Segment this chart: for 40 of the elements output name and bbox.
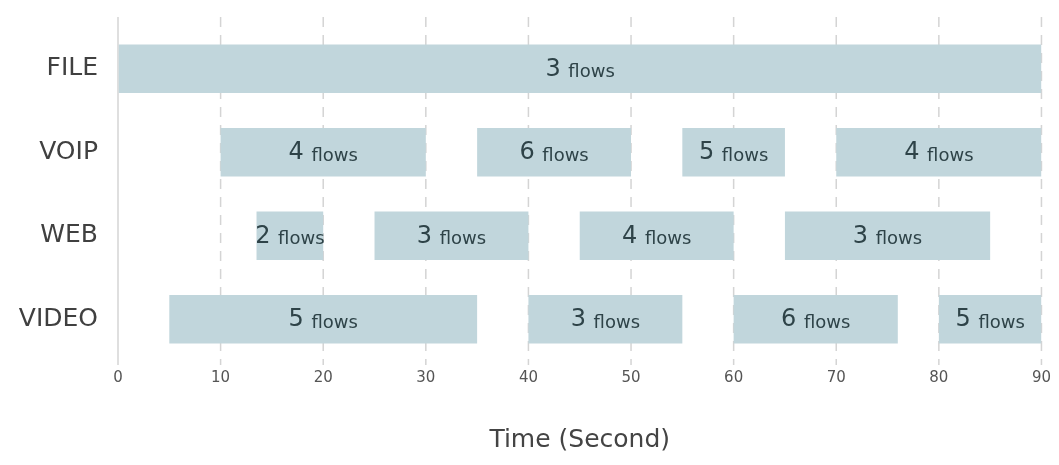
annotation: 5 flows [288,304,358,333]
bar [938,295,1042,344]
annotation: 5 flows [698,137,769,166]
annotation: 3 flows [416,220,487,249]
annotation: 3 flows [852,220,923,249]
annotation: 3 flows [570,304,641,333]
x-tick-label: 20 [313,367,333,386]
x-tick-label: 0 [113,367,123,386]
x-tick-label: 40 [518,367,538,386]
x-axis-title: Time (Second) [488,423,671,453]
annotation: 5 flows [955,304,1025,333]
x-tick-label: 60 [724,367,744,386]
annotation: 4 flows [288,137,358,166]
annotation: 6 flows [781,304,851,333]
y-tick-label: FILE [46,52,98,82]
y-tick-label: VOIP [39,135,98,165]
bar [118,44,1042,93]
bar [528,295,683,344]
annotation: 2 flows [255,220,325,249]
x-tick-label: 30 [416,367,436,386]
x-tick-label: 90 [1031,367,1051,386]
x-tick-label: 80 [929,367,949,386]
annotation: 6 flows [519,137,589,166]
bar [836,128,1042,177]
bar [169,295,478,344]
x-tick-label: 10 [211,367,231,386]
bar [374,211,529,260]
bar [220,128,426,177]
annotation: 3 flows [545,53,615,82]
bar [733,295,898,344]
bar [579,211,734,260]
bar [682,128,785,177]
bar [784,211,991,260]
y-tick-label: WEB [40,219,98,249]
annotation: 4 flows [622,220,692,249]
annotation: 4 flows [904,137,974,166]
x-tick-label: 50 [621,367,641,386]
y-tick-label: VIDEO [18,302,98,332]
bar [477,128,632,177]
x-tick-label: 70 [826,367,846,386]
